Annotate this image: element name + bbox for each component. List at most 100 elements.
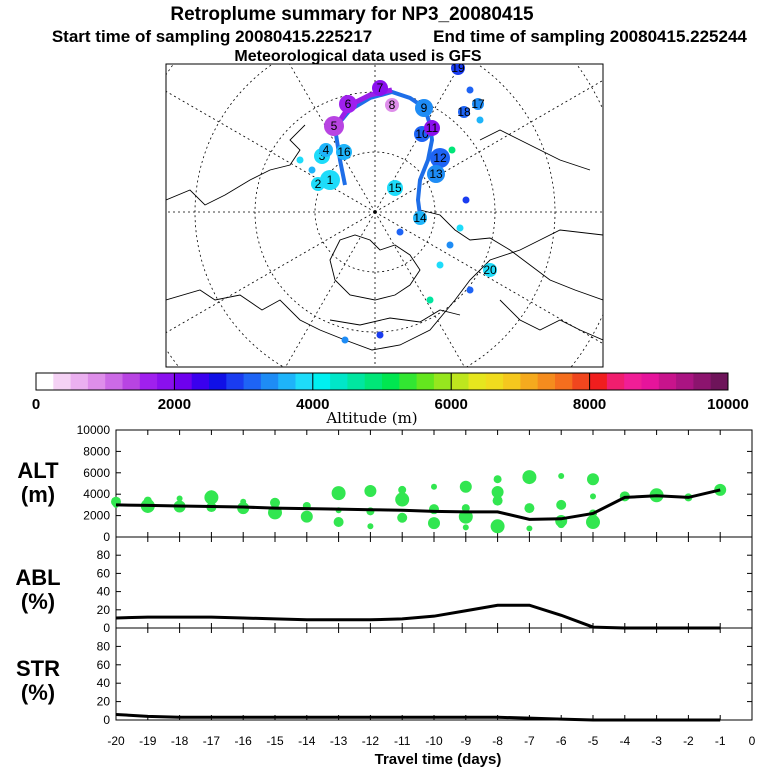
- panel-unit: (%): [21, 589, 55, 614]
- panel-unit: (m): [21, 482, 55, 507]
- y-tick-label: 0: [103, 530, 110, 544]
- colorbar-swatch: [87, 373, 106, 390]
- y-tick-label: 10000: [77, 423, 111, 437]
- alt-scatter-point: [240, 498, 247, 505]
- plume-point-label: 5: [331, 119, 338, 133]
- colorbar-swatch: [658, 373, 677, 390]
- x-tick-label: -18: [171, 734, 189, 748]
- colorbar-axis-label: Altitude (m): [325, 409, 417, 427]
- plume-point: [324, 116, 344, 136]
- plume-point-label: 1: [327, 173, 334, 187]
- colorbar-swatch: [139, 373, 158, 390]
- plume-point-label: 19: [451, 61, 465, 75]
- colorbar-swatch: [537, 373, 556, 390]
- colorbar-tick-label: 2000: [158, 396, 191, 413]
- colorbar-swatch: [693, 373, 712, 390]
- colorbar-swatch: [382, 373, 400, 390]
- y-tick-label: 20: [97, 695, 111, 709]
- plume-point: [472, 98, 484, 110]
- alt-scatter-point: [428, 517, 440, 530]
- x-tick-label: -15: [266, 734, 284, 748]
- plume-point: [385, 98, 399, 112]
- plume-dot: [436, 261, 444, 269]
- alt-scatter-point: [492, 495, 503, 506]
- colorbar-swatch: [433, 373, 452, 390]
- map-frame: [165, 63, 604, 368]
- panel-str: 0 20 40 60 80 STR(%): [16, 627, 753, 727]
- alt-scatter-point: [331, 486, 346, 501]
- colorbar-tick-label: 0: [32, 396, 40, 413]
- alt-scatter-point: [398, 485, 407, 494]
- colorbar-tick-label: 6000: [435, 396, 468, 413]
- alt-scatter-point: [526, 525, 533, 532]
- start-time-label: Start time of sampling 20080415.225217: [52, 27, 372, 46]
- colorbar-swatch: [572, 373, 591, 390]
- alt-scatter-point: [459, 480, 472, 493]
- y-tick-label: 0: [103, 621, 110, 635]
- panel-frame: [115, 536, 753, 629]
- colorbar-swatch: [278, 373, 296, 390]
- meridian-line: [374, 64, 461, 213]
- alt-scatter-point: [207, 490, 216, 499]
- y-tick-label: 80: [97, 639, 111, 653]
- y-tick-label: 80: [97, 548, 111, 562]
- plume-point: [415, 99, 433, 117]
- alt-scatter-point: [524, 503, 535, 514]
- plume-point: [311, 177, 325, 191]
- plume-point: [424, 120, 440, 136]
- alt-scatter-point: [586, 515, 600, 530]
- series-line-abl: [115, 603, 721, 630]
- plume-point-label: 3: [319, 149, 326, 163]
- plume-point-label: 17: [471, 97, 485, 111]
- plume-point-label: 7: [377, 81, 384, 95]
- colorbar-swatch: [174, 373, 193, 390]
- alt-scatter-point: [364, 484, 377, 497]
- plume-point-label: 13: [429, 167, 443, 181]
- plume-point-label: 6: [345, 97, 352, 111]
- colorbar-swatch: [520, 373, 539, 390]
- coastline: [329, 234, 421, 301]
- plume-point-label: 8: [389, 98, 396, 112]
- x-tick-label: -17: [203, 734, 221, 748]
- colorbar-swatch: [347, 373, 366, 390]
- coastline: [166, 229, 603, 351]
- x-tick-label: -12: [362, 734, 380, 748]
- colorbar-tick-label: 8000: [573, 396, 606, 413]
- colorbar-swatch: [485, 373, 504, 390]
- alt-scatter-point: [522, 470, 537, 485]
- y-tick-label: 20: [97, 603, 111, 617]
- colorbar-swatch: [36, 373, 54, 390]
- colorbar-swatch: [209, 373, 227, 390]
- meridian-line: [166, 211, 376, 334]
- plume-dot: [466, 286, 474, 294]
- plume-point-label: 18: [457, 105, 471, 119]
- alt-scatter-point: [367, 523, 374, 530]
- colorbar-swatch: [53, 373, 72, 390]
- alt-scatter-point: [176, 495, 183, 502]
- plume-point-label: 15: [388, 181, 402, 195]
- x-tick-label: -9: [460, 734, 471, 748]
- colorbar-swatch: [191, 373, 210, 390]
- colorbar-swatch: [468, 373, 487, 390]
- colorbar-tick-label: 10000: [707, 396, 749, 413]
- colorbar-swatch: [451, 373, 469, 390]
- x-tick-label: -8: [492, 734, 503, 748]
- x-tick-label: 0: [749, 734, 756, 748]
- y-tick-label: 40: [97, 585, 111, 599]
- plume-point-label: 14: [413, 211, 427, 225]
- plume-dot: [476, 116, 484, 124]
- plume-dot: [456, 224, 464, 232]
- meridian-line: [374, 211, 603, 345]
- plume-dot: [466, 86, 474, 94]
- x-tick-label: -5: [588, 734, 599, 748]
- plume-point-label: 4: [323, 143, 330, 157]
- colorbar-swatch: [710, 373, 729, 390]
- plume-dot: [448, 146, 456, 154]
- y-tick-label: 60: [97, 566, 111, 580]
- coastline: [166, 124, 306, 206]
- end-time-label: End time of sampling 20080415.225244: [433, 27, 747, 46]
- x-tick-label: -11: [394, 734, 411, 748]
- colorbar-tick-label: 4000: [296, 396, 329, 413]
- y-tick-label: 2000: [83, 509, 110, 523]
